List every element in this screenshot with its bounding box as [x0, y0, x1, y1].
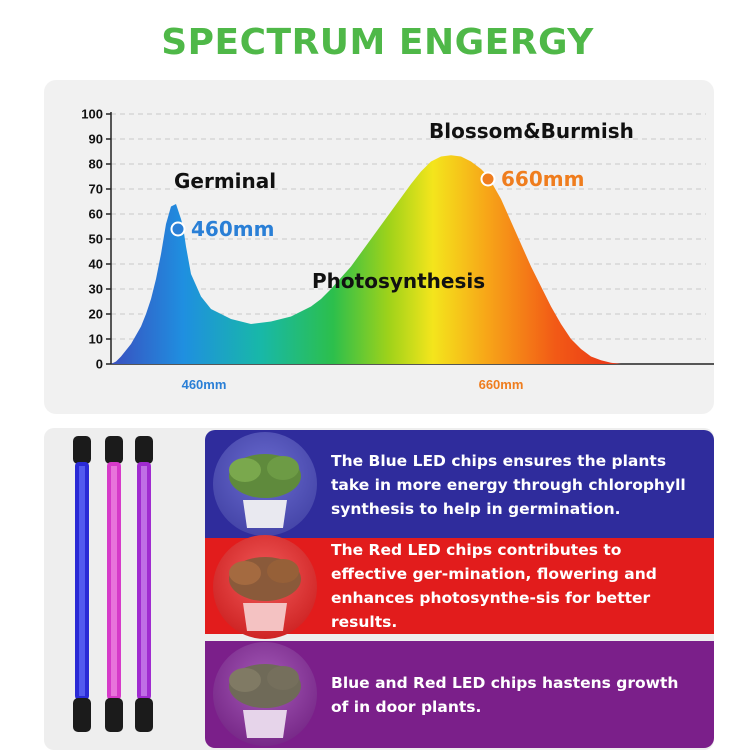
- y-tick-label: 70: [89, 182, 103, 197]
- y-tick-label: 20: [89, 307, 103, 322]
- led-bar-pink: [105, 436, 123, 732]
- y-tick-label: 90: [89, 132, 103, 147]
- page-title: SPECTRUM ENGERGY: [161, 22, 594, 63]
- y-tick-label: 50: [89, 232, 103, 247]
- y-tick-labels: 0 10 20 30 40 50 60 70 80 90 100: [81, 107, 103, 372]
- led-bars-image: [73, 436, 153, 732]
- led-bar-blue: [73, 436, 91, 732]
- led-bar-purple: [135, 436, 153, 732]
- plant-photo-purple: [213, 642, 317, 746]
- y-tick-label: 80: [89, 157, 103, 172]
- x-tick-labels: 460mm 660mm: [182, 377, 524, 392]
- annotation-blossom: Blossom&Burmish: [429, 119, 634, 143]
- x-tick-label: 460mm: [182, 377, 227, 392]
- spectrum-chart-panel: 0 10 20 30 40 50 60 70 80 90 100 460mm 660mm 460mm 6…: [44, 80, 714, 414]
- wavelength-marker-label: 660mm: [501, 167, 584, 191]
- y-tick-label: 40: [89, 257, 103, 272]
- annotation-germinal: Germinal: [174, 169, 276, 193]
- description-red-text: The Red LED chips contributes to effecti…: [331, 541, 657, 631]
- x-tick-label: 660mm: [479, 377, 524, 392]
- y-tick-label: 100: [81, 107, 103, 122]
- annotation-photosynthesis: Photosynthesis: [312, 269, 485, 293]
- description-purple-text: Blue and Red LED chips hastens growth of…: [331, 673, 679, 716]
- wavelength-marker: [480, 171, 496, 187]
- wavelength-marker: [170, 221, 186, 237]
- description-blue-text: The Blue LED chips ensures the plants ta…: [331, 452, 686, 518]
- y-tick-label: 10: [89, 332, 103, 347]
- y-tick-label: 0: [96, 357, 103, 372]
- spectrum-chart: 0 10 20 30 40 50 60 70 80 90 100 460mm 660mm 460mm 6…: [81, 107, 714, 392]
- spectrum-area: [111, 155, 666, 364]
- wavelength-markers: 460mm 660mm: [170, 167, 584, 241]
- y-tick-label: 60: [89, 207, 103, 222]
- y-tick-label: 30: [89, 282, 103, 297]
- plant-photo-blue: [213, 432, 317, 536]
- plant-photo-red: [213, 535, 317, 639]
- wavelength-marker-label: 460mm: [191, 217, 274, 241]
